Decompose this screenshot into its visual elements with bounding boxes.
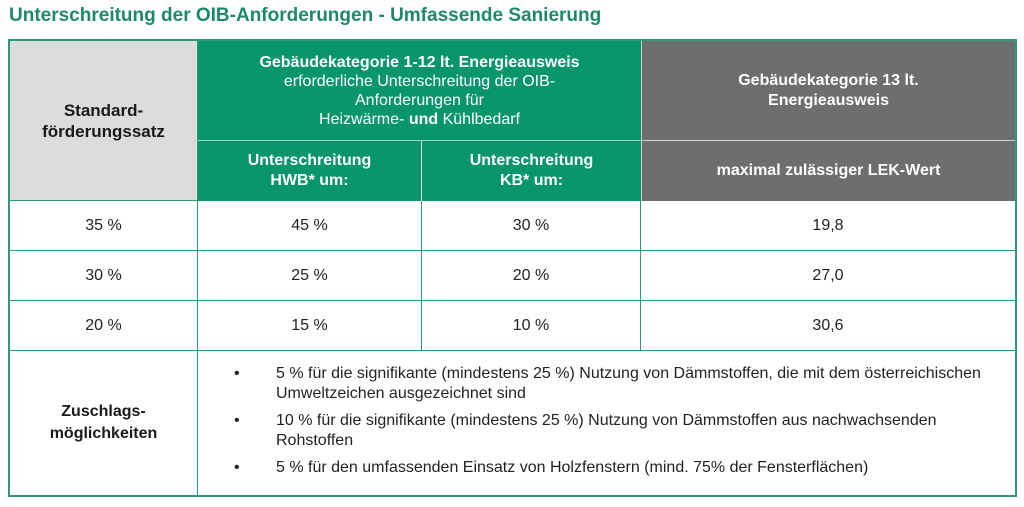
header-building-category-1-12: Gebäudekategorie 1-12 lt. Energieausweis… bbox=[198, 41, 641, 141]
cell-standard-rate: 30 % bbox=[10, 251, 198, 301]
bonus-list: • 5 % für die signifikante (mindestens 2… bbox=[234, 364, 1016, 485]
bullet-icon: • bbox=[234, 365, 240, 382]
cell-hwb: 15 % bbox=[198, 301, 422, 351]
list-item: • 5 % für die signifikante (mindestens 2… bbox=[234, 364, 1016, 404]
header-cat-1-12-line2: erforderliche Unterschreitung der OIB- bbox=[283, 72, 556, 90]
header-cat-1-12-line3: Anforderungen für bbox=[355, 91, 484, 109]
header-cat-1-12-and: und bbox=[408, 110, 439, 128]
bonus-label-line2: möglichkeiten bbox=[49, 425, 158, 442]
cell-lek: 30,6 bbox=[641, 301, 1015, 351]
bonus-item-text: 5 % für die signifikante (mindestens 25 … bbox=[276, 365, 981, 402]
header-cat-1-12-heat: Heizwärme- bbox=[319, 110, 405, 128]
header-hwb: Unterschreitung HWB* um: bbox=[198, 141, 422, 201]
bonus-item-text: 10 % für die signifikante (mindestens 25… bbox=[276, 412, 937, 449]
header-kb: Unterschreitung KB* um: bbox=[422, 141, 641, 201]
header-cat-13-line2: Energieausweis bbox=[768, 91, 889, 109]
header-lek: maximal zulässiger LEK-Wert bbox=[641, 141, 1015, 201]
cell-lek: 27,0 bbox=[641, 251, 1015, 301]
header-cat-1-12-title: Gebäudekategorie 1-12 lt. Energieausweis bbox=[259, 53, 580, 71]
header-kb-line1: Unterschreitung bbox=[469, 152, 594, 169]
page-title: Unterschreitung der OIB-Anforderungen - … bbox=[9, 5, 602, 26]
header-cat-13-line1: Gebäudekategorie 13 lt. bbox=[738, 71, 919, 89]
cell-kb: 30 % bbox=[422, 201, 641, 251]
header-cat-1-12-cool: Kühlbedarf bbox=[442, 110, 520, 128]
funding-table: Standard- förderungssatz Gebäudekategori… bbox=[8, 39, 1017, 497]
bullet-icon: • bbox=[234, 459, 240, 476]
cell-hwb: 45 % bbox=[198, 201, 422, 251]
bonus-label-line1: Zuschlags- bbox=[61, 403, 146, 420]
cell-lek: 19,8 bbox=[641, 201, 1015, 251]
cell-kb: 20 % bbox=[422, 251, 641, 301]
header-standard-line2: förderungssatz bbox=[42, 121, 165, 141]
header-cat-1-12-line4: Heizwärme- und Kühlbedarf bbox=[319, 110, 520, 129]
list-item: • 10 % für die signifikante (mindestens … bbox=[234, 411, 1016, 451]
bonus-options-list: • 5 % für die signifikante (mindestens 2… bbox=[198, 351, 1015, 495]
bullet-icon: • bbox=[234, 412, 240, 429]
header-hwb-line1: Unterschreitung bbox=[247, 152, 372, 169]
header-standard-line1: Standard- bbox=[63, 100, 144, 120]
header-standard-rate: Standard- förderungssatz bbox=[10, 41, 198, 201]
cell-standard-rate: 35 % bbox=[10, 201, 198, 251]
bonus-options-label: Zuschlags- möglichkeiten bbox=[10, 351, 198, 495]
list-item: • 5 % für den umfassenden Einsatz von Ho… bbox=[234, 458, 1016, 478]
cell-standard-rate: 20 % bbox=[10, 301, 198, 351]
header-kb-line2: KB* um: bbox=[499, 172, 564, 189]
header-hwb-line2: HWB* um: bbox=[270, 172, 349, 189]
bonus-item-text: 5 % für den umfassenden Einsatz von Holz… bbox=[276, 459, 869, 476]
header-building-category-13: Gebäudekategorie 13 lt. Energieausweis bbox=[641, 41, 1015, 141]
cell-hwb: 25 % bbox=[198, 251, 422, 301]
cell-kb: 10 % bbox=[422, 301, 641, 351]
